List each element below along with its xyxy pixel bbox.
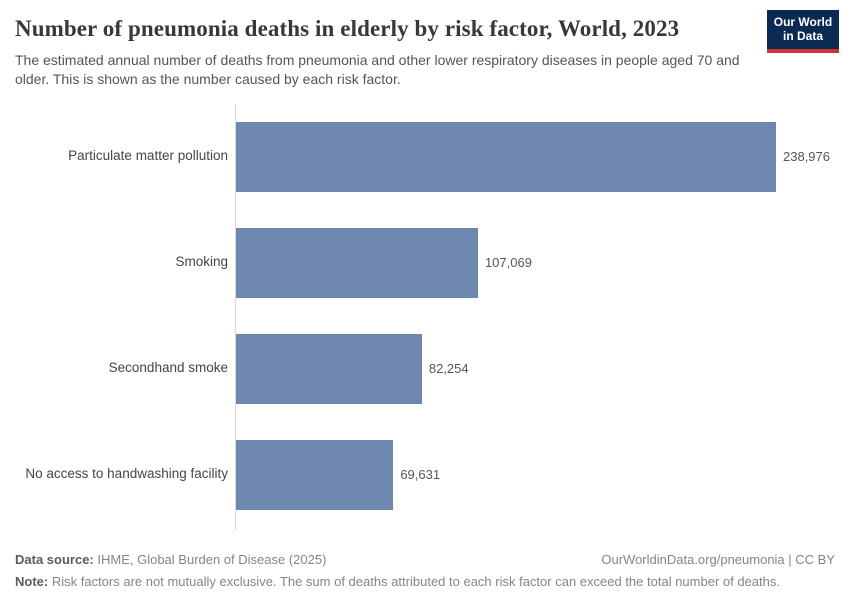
bar-row: Smoking 107,069 [0,210,850,316]
bar[interactable] [236,121,776,192]
category-label: Smoking [175,254,228,270]
footer-source-row: Data source: IHME, Global Burden of Dise… [15,552,835,567]
owid-logo-line2: in Data [782,28,823,43]
chart-title: Number of pneumonia deaths in elderly by… [15,16,680,41]
attribution-link[interactable]: OurWorldinData.org/pneumonia | CC BY [601,552,835,567]
bar-row: Secondhand smoke 82,254 [0,316,850,422]
y-axis-line [235,103,236,530]
data-source: Data source: IHME, Global Burden of Dise… [15,552,326,567]
owid-logo-line1: Our World [773,15,833,29]
data-source-value: IHME, Global Burden of Disease (2025) [97,552,327,567]
bar[interactable] [236,227,478,298]
bar-row: No access to handwashing facility 69,631 [0,422,850,528]
chart-footer: Data source: IHME, Global Burden of Dise… [15,552,835,589]
bar-track: 69,631 [236,422,850,528]
bar-track: 82,254 [236,316,850,422]
owid-logo[interactable]: Our World in Data [767,10,839,53]
value-label: 69,631 [400,467,441,483]
category-label: Particulate matter pollution [68,148,228,164]
bar-track: 107,069 [236,210,850,316]
chart-header: Number of pneumonia deaths in elderly by… [0,0,850,90]
value-label: 107,069 [484,255,532,271]
bar-track: 238,976 [236,104,850,210]
bar-rows: Particulate matter pollution 238,976 Smo… [0,104,850,528]
value-label: 238,976 [783,149,830,165]
bar-row: Particulate matter pollution 238,976 [0,104,850,210]
chart-subtitle: The estimated annual number of deaths fr… [15,52,740,88]
category-label: Secondhand smoke [108,360,228,376]
bar[interactable] [236,439,394,510]
note-text: Risk factors are not mutually exclusive.… [51,574,780,589]
value-label: 82,254 [428,361,469,377]
note-label: Note: [15,574,49,589]
footer-note: Note: Risk factors are not mutually excl… [15,574,835,589]
bar-chart: Particulate matter pollution 238,976 Smo… [0,103,850,530]
bar[interactable] [236,333,422,404]
data-source-label: Data source: [15,552,94,567]
category-label: No access to handwashing facility [25,466,228,482]
